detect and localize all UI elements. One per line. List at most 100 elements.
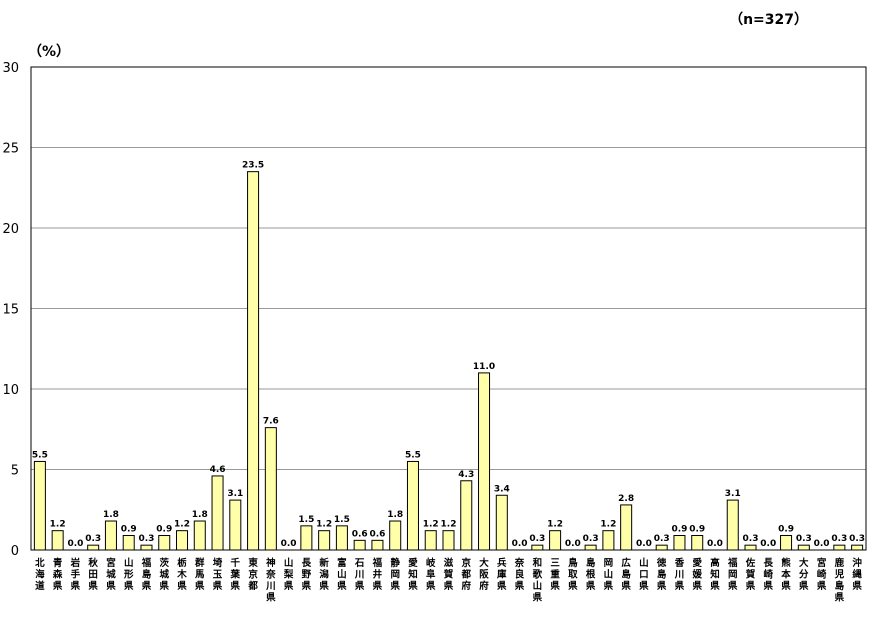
data-label: 0.0	[707, 539, 723, 549]
x-tick-label: 山形県	[124, 557, 134, 592]
bar	[176, 530, 189, 551]
data-label: 0.9	[689, 525, 705, 535]
data-label: 1.5	[298, 515, 314, 525]
x-tick-label: 千葉県	[230, 557, 241, 592]
data-label: 1.5	[334, 515, 350, 525]
x-tick-label: 香川県	[674, 557, 685, 592]
bar	[104, 520, 117, 551]
data-label: 0.0	[67, 539, 83, 549]
x-tick-label: 宮城県	[106, 557, 116, 592]
y-tick-label: 30	[2, 61, 19, 76]
data-label: 0.3	[583, 534, 599, 544]
bar	[51, 530, 64, 551]
data-label: 4.6	[210, 465, 226, 475]
bar	[406, 460, 419, 551]
data-label: 0.3	[85, 534, 101, 544]
bar	[87, 544, 100, 551]
bar	[851, 544, 864, 551]
x-tick-label: 北海道	[35, 557, 45, 592]
bar	[158, 535, 171, 551]
x-tick-label: 青森県	[53, 557, 63, 592]
y-axis-unit-label: （%）	[28, 44, 70, 60]
bar	[300, 525, 313, 551]
bar	[33, 460, 46, 551]
bar	[460, 480, 473, 551]
x-tick-label: 岩手県	[70, 557, 81, 592]
x-tick-label: 埼玉県	[213, 557, 223, 592]
x-tick-label: 静岡県	[390, 557, 400, 592]
bar	[691, 535, 704, 551]
data-label: 0.6	[369, 529, 385, 539]
data-label: 1.8	[192, 510, 208, 520]
x-tick-label: 沖縄県	[852, 557, 862, 592]
x-tick-label: 石川県	[354, 558, 365, 592]
data-label: 0.0	[565, 539, 581, 549]
bar	[211, 475, 224, 551]
y-tick-label: 20	[2, 222, 19, 237]
x-tick-label: 愛媛県	[691, 557, 702, 592]
data-label: 1.2	[547, 520, 563, 530]
data-label: 1.2	[600, 520, 616, 530]
x-tick-label: 宮崎県	[817, 557, 827, 592]
x-tick-label: 神奈川県	[265, 557, 276, 604]
data-label: 4.3	[458, 470, 474, 480]
x-tick-label: 滋賀県	[443, 557, 454, 592]
x-tick-label: 栃木県	[176, 557, 187, 592]
y-tick-label: 25	[2, 142, 19, 157]
data-label: 1.8	[103, 510, 119, 520]
data-label: 0.3	[796, 534, 812, 544]
data-label: 2.8	[618, 494, 634, 504]
bar	[620, 504, 633, 551]
y-tick-label: 5	[11, 464, 19, 479]
y-tick-label: 10	[2, 383, 19, 398]
bar	[833, 544, 846, 551]
data-label: 5.5	[405, 450, 421, 460]
x-tick-label: 和歌山県	[532, 557, 543, 604]
bar	[247, 171, 260, 551]
bars	[33, 171, 864, 551]
data-label: 0.0	[281, 539, 297, 549]
x-tick-label: 鹿児島県	[834, 557, 845, 604]
x-tick-label: 富山県	[337, 557, 347, 592]
x-tick-label: 新潟県	[319, 557, 329, 592]
bar	[122, 535, 135, 551]
x-tick-label: 長崎県	[764, 558, 774, 592]
x-tick-label: 兵庫県	[497, 557, 507, 592]
bar	[655, 544, 668, 551]
x-tick-label: 大分県	[799, 557, 809, 592]
x-tick-label: 茨城県	[159, 557, 169, 592]
y-axis-ticks: 0 5 10 15 20 25 30	[2, 61, 19, 559]
data-label: 0.0	[760, 539, 776, 549]
bar	[780, 535, 793, 551]
data-label: 0.3	[743, 534, 759, 544]
x-tick-label: 高知県	[709, 557, 720, 592]
data-label: 1.2	[423, 520, 439, 530]
data-label: 3.1	[227, 489, 243, 499]
bar	[229, 499, 242, 551]
data-label: 0.9	[121, 525, 137, 535]
x-tick-label: 山梨県	[283, 557, 294, 592]
x-tick-label: 福島県	[141, 557, 152, 592]
x-tick-label: 大阪府	[479, 557, 489, 592]
x-tick-label: 東京都	[247, 557, 258, 592]
data-label: 23.5	[242, 161, 264, 171]
data-label: 0.6	[352, 529, 368, 539]
bar	[584, 544, 597, 551]
data-label: 0.9	[156, 525, 172, 535]
x-tick-label: 群馬県	[194, 557, 205, 592]
x-tick-label: 三重県	[550, 558, 560, 592]
data-label: 7.6	[263, 417, 279, 427]
bar	[744, 544, 757, 551]
x-tick-label: 秋田県	[87, 557, 98, 592]
data-label: 11.0	[473, 362, 495, 372]
bar	[193, 520, 206, 551]
bar	[673, 535, 686, 551]
x-tick-label: 岐阜県	[426, 557, 436, 592]
bar	[318, 530, 331, 551]
bar	[797, 544, 810, 551]
data-label: 0.3	[849, 534, 865, 544]
x-tick-label: 徳島県	[656, 557, 667, 592]
bar	[335, 525, 348, 551]
bar	[140, 544, 153, 551]
data-label: 0.0	[636, 539, 652, 549]
